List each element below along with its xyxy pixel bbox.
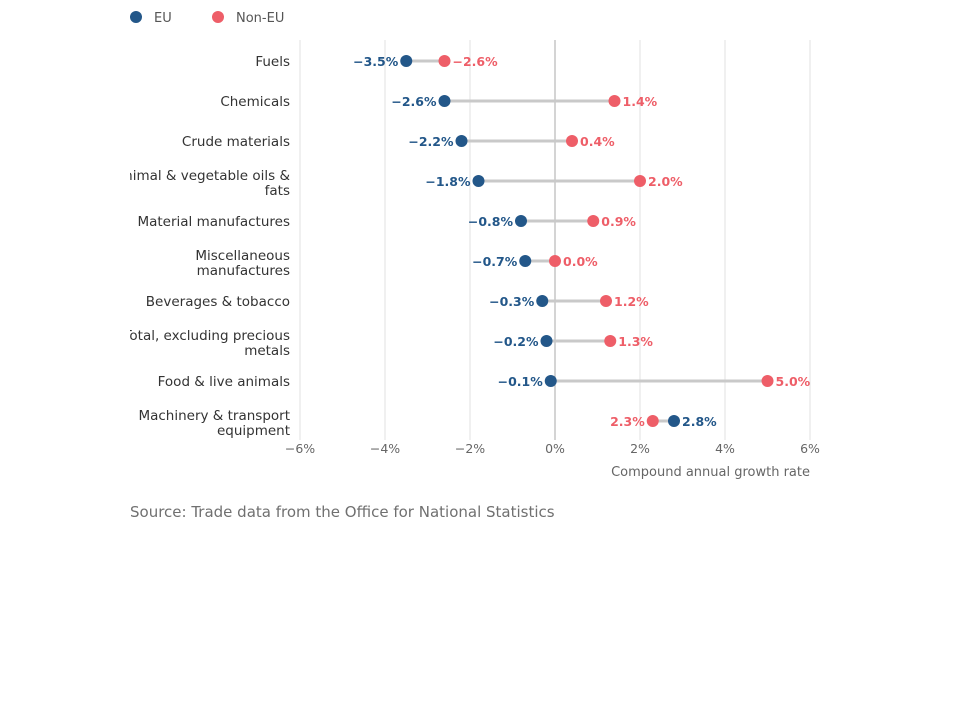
category-label-miscellaneous-manufactures: Miscellaneous manufactures: [195, 248, 290, 279]
eu-point-machinery-and-transport-equipment: [668, 415, 680, 427]
eu-value-label-animal-and-vegetable-oils-and-fats: −1.8%: [425, 174, 471, 189]
category-label-material-manufactures: Material manufactures: [137, 214, 290, 230]
x-tick-label: 6%: [800, 441, 820, 456]
non-eu-value-label-crude-materials: 0.4%: [580, 134, 615, 149]
eu-value-label-material-manufactures: −0.8%: [468, 214, 514, 229]
eu-value-label-fuels: −3.5%: [353, 54, 399, 69]
data-points: [400, 55, 774, 427]
category-labels: Fuels Chemicals Crude materials Animal & ve…: [115, 54, 291, 439]
eu-point-food-and-live-animals: [544, 375, 557, 387]
eu-point-material-manufactures: [515, 215, 527, 227]
non-eu-point-animal-and-vegetable-oils-and-fats: [634, 175, 646, 187]
non-eu-point-total-excluding-precious-metals: [604, 335, 617, 347]
legend: EU Non-EU: [130, 11, 284, 26]
eu-point-total-excluding-precious-metals: [540, 335, 553, 347]
category-label-fuels: Fuels: [255, 54, 290, 70]
legend-marker-non-eu: [212, 11, 224, 23]
non-eu-point-food-and-live-animals: [761, 375, 774, 387]
category-label-crude-materials: Crude materials: [182, 134, 290, 150]
eu-value-label-crude-materials: −2.2%: [408, 134, 454, 149]
non-eu-point-fuels: [438, 55, 451, 67]
non-eu-point-beverages-and-tobacco: [600, 295, 612, 307]
eu-value-label-chemicals: −2.6%: [391, 94, 437, 109]
non-eu-value-label-fuels: −2.6%: [453, 54, 499, 69]
x-axis-title: Compound annual growth rate: [611, 465, 810, 480]
non-eu-value-label-animal-and-vegetable-oils-and-fats: 2.0%: [648, 174, 683, 189]
legend-label-eu: EU: [154, 11, 172, 26]
non-eu-value-label-food-and-live-animals: 5.0%: [776, 374, 811, 389]
category-label-food-and-live-animals: Food & live animals: [158, 374, 290, 390]
value-labels: −3.5% −2.6% −2.6% 1.4% −2.2% 0.4% −1.8% 2.0% −0.…: [353, 54, 811, 429]
eu-value-label-total-excluding-precious-metals: −0.2%: [493, 334, 539, 349]
eu-value-label-food-and-live-animals: −0.1%: [498, 374, 544, 389]
eu-point-beverages-and-tobacco: [536, 295, 549, 307]
non-eu-point-machinery-and-transport-equipment: [646, 415, 659, 427]
x-tick-label: 4%: [715, 441, 735, 456]
non-eu-point-crude-materials: [566, 135, 578, 147]
eu-point-animal-and-vegetable-oils-and-fats: [472, 175, 485, 187]
non-eu-point-material-manufactures: [587, 215, 600, 227]
eu-value-label-beverages-and-tobacco: −0.3%: [489, 294, 535, 309]
x-tick-label: 2%: [630, 441, 650, 456]
non-eu-value-label-machinery-and-transport-equipment: 2.3%: [610, 414, 645, 429]
non-eu-value-label-material-manufactures: 0.9%: [601, 214, 636, 229]
x-axis-ticks: −6% −4% −2% 0% 2% 4% 6%: [285, 441, 820, 456]
non-eu-point-chemicals: [608, 95, 621, 107]
category-label-animal-and-vegetable-oils-and-fats: Animal & vegetable oils & fats: [115, 168, 291, 199]
x-tick-label: 0%: [545, 441, 565, 456]
non-eu-point-miscellaneous-manufactures: [549, 255, 561, 267]
connector-lines: [406, 59, 768, 423]
non-eu-value-label-total-excluding-precious-metals: 1.3%: [618, 334, 653, 349]
legend-marker-eu: [130, 11, 142, 23]
eu-value-label-machinery-and-transport-equipment: 2.8%: [682, 414, 717, 429]
x-tick-label: −4%: [370, 441, 400, 456]
category-label-total-excluding-precious-metals: Total, excluding precious metals: [122, 328, 290, 359]
non-eu-value-label-miscellaneous-manufactures: 0.0%: [563, 254, 598, 269]
category-label-chemicals: Chemicals: [220, 94, 290, 110]
x-tick-label: −6%: [285, 441, 315, 456]
source-note: Source: Trade data from the Office for N…: [130, 503, 555, 521]
eu-point-miscellaneous-manufactures: [519, 255, 532, 267]
x-tick-label: −2%: [455, 441, 485, 456]
eu-point-crude-materials: [455, 135, 468, 147]
non-eu-value-label-chemicals: 1.4%: [623, 94, 658, 109]
dumbbell-chart: EU Non-EU Fuels Chemicals Crude materials An…: [115, 11, 820, 480]
eu-value-label-miscellaneous-manufactures: −0.7%: [472, 254, 518, 269]
non-eu-value-label-beverages-and-tobacco: 1.2%: [614, 294, 649, 309]
eu-point-chemicals: [438, 95, 451, 107]
eu-point-fuels: [400, 55, 413, 67]
legend-label-non-eu: Non-EU: [236, 11, 284, 26]
category-label-machinery-and-transport-equipment: Machinery & transport equipment: [138, 408, 290, 439]
gridlines: [299, 40, 811, 440]
category-label-beverages-and-tobacco: Beverages & tobacco: [146, 294, 290, 310]
